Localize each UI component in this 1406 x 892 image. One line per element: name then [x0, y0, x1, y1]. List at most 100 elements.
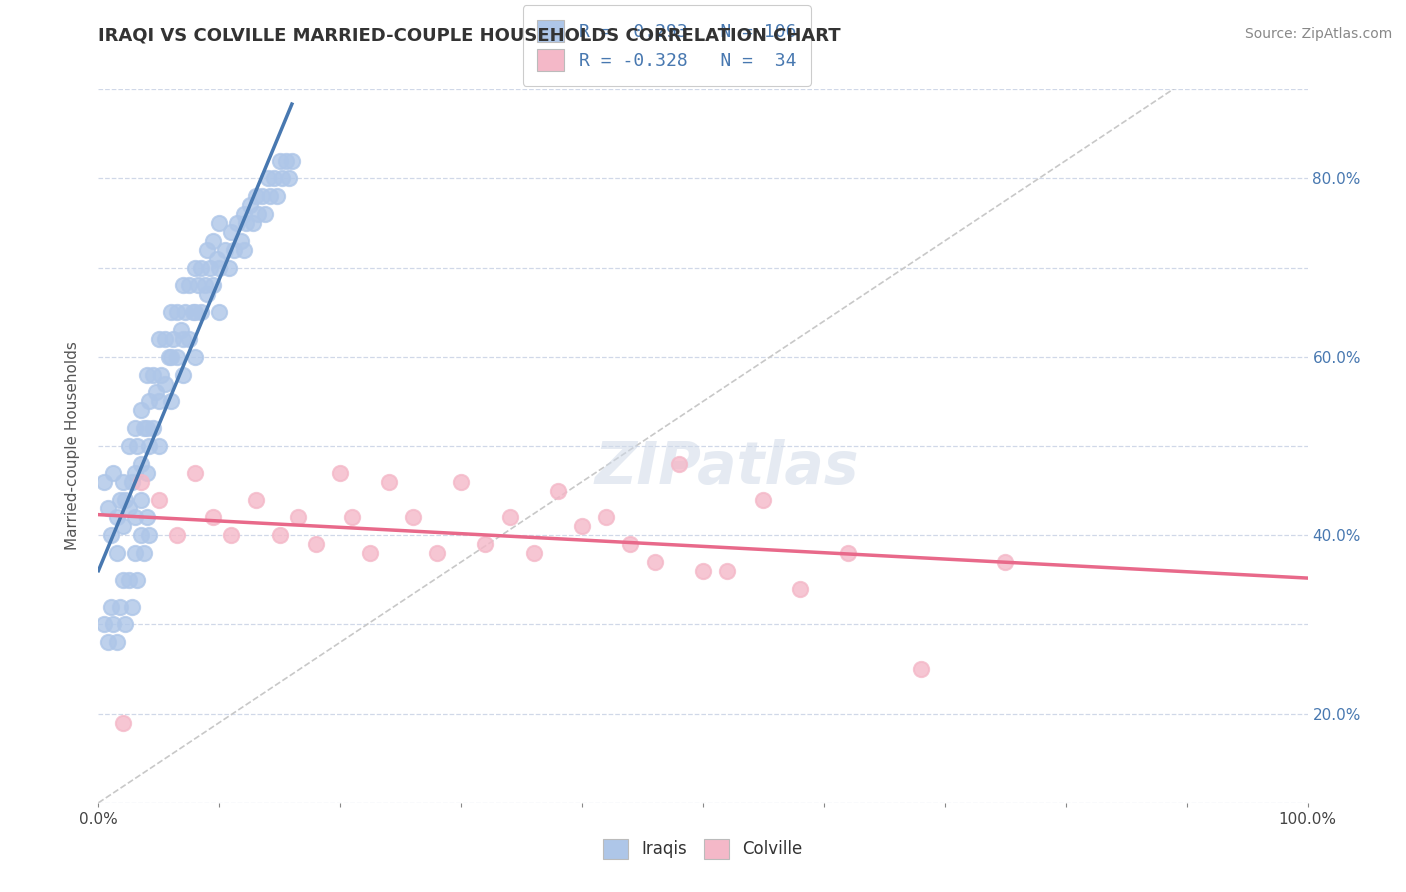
- Point: [160, 350, 183, 364]
- Point: [105, 635, 128, 649]
- Point: [571, 519, 593, 533]
- Point: [118, 501, 141, 516]
- Point: [242, 216, 264, 230]
- Point: [118, 439, 141, 453]
- Point: [523, 546, 546, 560]
- Point: [994, 555, 1017, 569]
- Point: [129, 403, 152, 417]
- Point: [305, 537, 328, 551]
- Point: [148, 394, 170, 409]
- Point: [208, 216, 231, 230]
- Point: [377, 475, 399, 489]
- Point: [121, 475, 143, 489]
- Point: [184, 305, 207, 319]
- Point: [93, 475, 115, 489]
- Point: [148, 332, 170, 346]
- Point: [245, 189, 267, 203]
- Point: [269, 528, 291, 542]
- Point: [150, 368, 173, 382]
- Point: [402, 510, 425, 524]
- Point: [498, 510, 520, 524]
- Point: [121, 599, 143, 614]
- Point: [138, 439, 160, 453]
- Point: [138, 528, 160, 542]
- Y-axis label: Married-couple Households: Married-couple Households: [65, 342, 80, 550]
- Point: [668, 457, 690, 471]
- Point: [172, 332, 194, 346]
- Point: [644, 555, 666, 569]
- Point: [118, 573, 141, 587]
- Point: [114, 617, 136, 632]
- Point: [194, 278, 217, 293]
- Point: [97, 635, 120, 649]
- Point: [229, 234, 252, 248]
- Point: [619, 537, 641, 551]
- Point: [221, 225, 243, 239]
- Point: [329, 466, 352, 480]
- Point: [105, 510, 128, 524]
- Point: [129, 457, 152, 471]
- Point: [108, 599, 131, 614]
- Point: [266, 189, 288, 203]
- Point: [752, 492, 775, 507]
- Point: [135, 510, 157, 524]
- Point: [789, 582, 811, 596]
- Point: [269, 153, 291, 168]
- Point: [226, 216, 249, 230]
- Point: [256, 171, 278, 186]
- Point: [195, 287, 218, 301]
- Point: [278, 171, 301, 186]
- Point: [250, 189, 273, 203]
- Point: [172, 278, 194, 293]
- Point: [105, 546, 128, 560]
- Point: [166, 305, 188, 319]
- Point: [138, 394, 160, 409]
- Point: [100, 528, 122, 542]
- Point: [474, 537, 496, 551]
- Point: [208, 260, 231, 275]
- Point: [114, 492, 136, 507]
- Point: [360, 546, 382, 560]
- Point: [202, 278, 225, 293]
- Point: [287, 510, 309, 524]
- Point: [108, 492, 131, 507]
- Point: [101, 466, 124, 480]
- Point: [239, 198, 262, 212]
- Point: [184, 350, 207, 364]
- Point: [190, 260, 212, 275]
- Point: [162, 332, 184, 346]
- Point: [342, 510, 364, 524]
- Point: [129, 492, 152, 507]
- Point: [111, 519, 134, 533]
- Point: [142, 421, 165, 435]
- Point: [184, 466, 207, 480]
- Point: [100, 599, 122, 614]
- Point: [127, 573, 149, 587]
- Point: [124, 421, 146, 435]
- Point: [187, 278, 209, 293]
- Point: [426, 546, 449, 560]
- Point: [184, 260, 207, 275]
- Point: [97, 501, 120, 516]
- Point: [595, 510, 617, 524]
- Point: [716, 564, 738, 578]
- Point: [160, 394, 183, 409]
- Point: [148, 492, 170, 507]
- Point: [124, 510, 146, 524]
- Point: [254, 207, 277, 221]
- Point: [547, 483, 569, 498]
- Point: [111, 475, 134, 489]
- Point: [157, 350, 180, 364]
- Legend: Iraqis, Colville: Iraqis, Colville: [596, 832, 810, 866]
- Point: [910, 662, 932, 676]
- Point: [174, 305, 197, 319]
- Point: [111, 573, 134, 587]
- Point: [263, 171, 285, 186]
- Point: [127, 439, 149, 453]
- Point: [271, 171, 294, 186]
- Point: [101, 617, 124, 632]
- Point: [195, 243, 218, 257]
- Point: [111, 715, 134, 730]
- Point: [145, 385, 167, 400]
- Point: [179, 278, 201, 293]
